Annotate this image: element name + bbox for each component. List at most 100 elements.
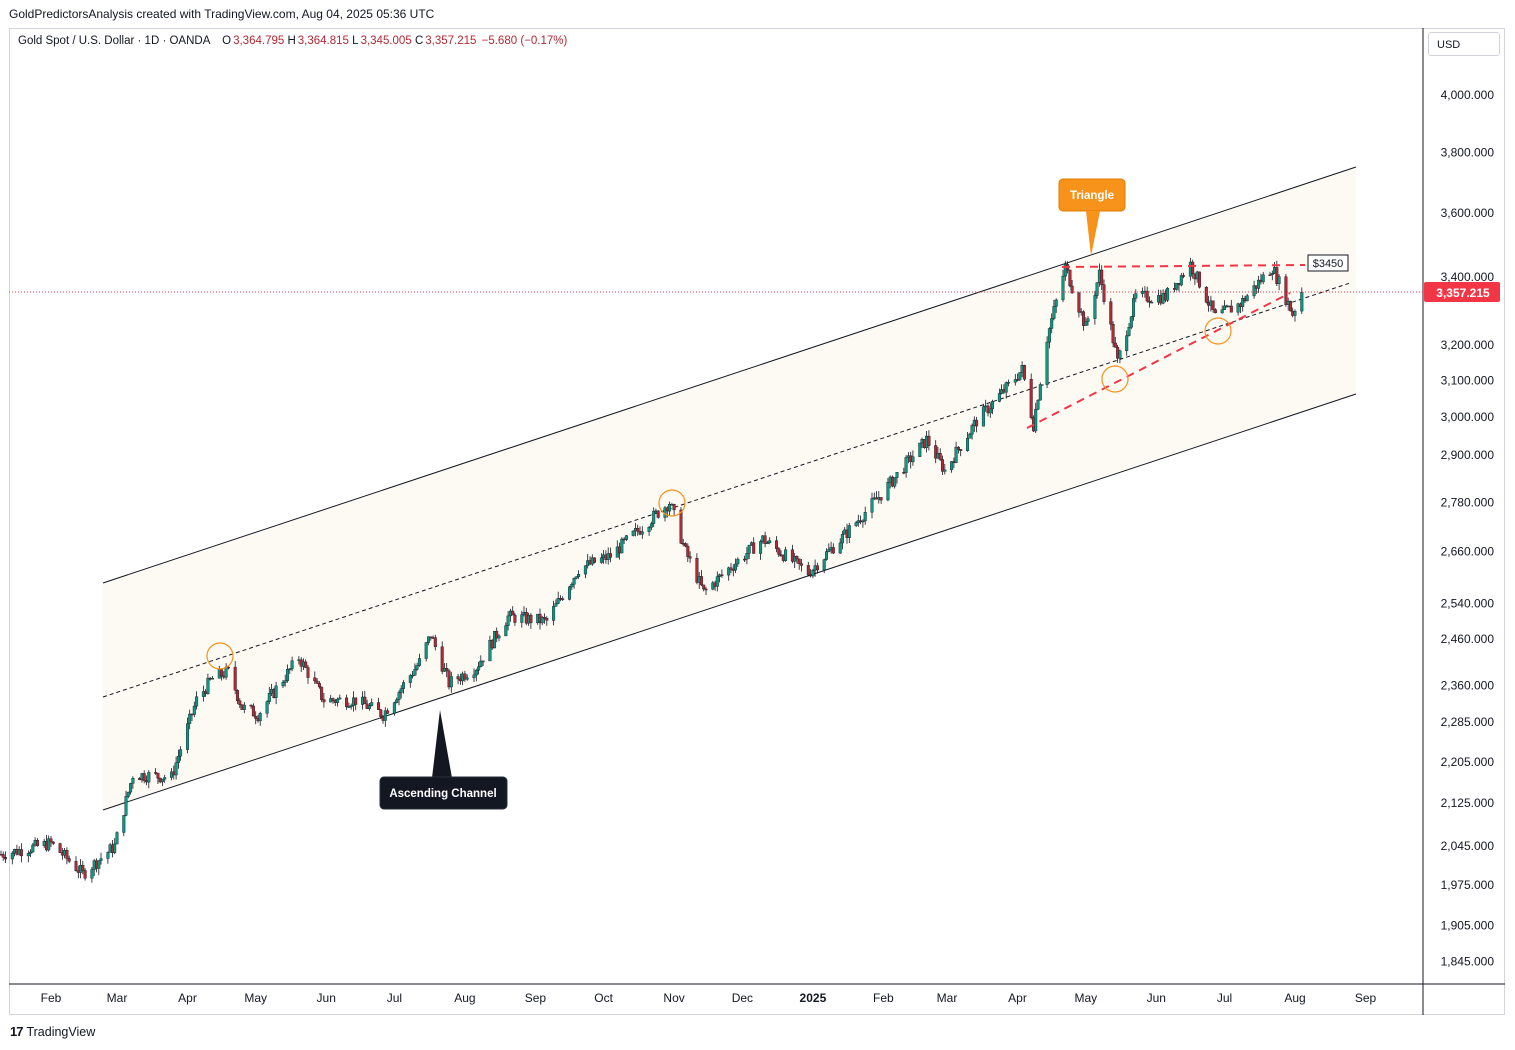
candle (1052, 299, 1056, 321)
candle (97, 860, 101, 876)
price-tick-label: 2,360.000 (1441, 679, 1495, 693)
time-tick-label: Jun (1147, 991, 1166, 1005)
time-tick-label: Jul (387, 991, 402, 1005)
candle (320, 686, 324, 702)
candle (970, 423, 974, 440)
candle (1241, 295, 1245, 312)
candle (727, 566, 731, 581)
candle (383, 707, 387, 727)
price-axis[interactable]: 4,000.000 3,800.000 3,600.000 3,400.000 3,20… (1441, 88, 1495, 968)
candle (427, 636, 431, 646)
candle (463, 670, 467, 682)
candle (1222, 300, 1226, 310)
candle (347, 702, 351, 708)
candle (131, 776, 135, 789)
candle (554, 599, 558, 607)
candle (445, 662, 449, 678)
candle (800, 559, 804, 572)
candle (1029, 373, 1033, 420)
time-tick-label: Nov (663, 991, 684, 1005)
candle (1034, 402, 1038, 433)
candle (185, 717, 189, 754)
channel-lower-line[interactable] (102, 393, 1357, 811)
candle (488, 635, 492, 662)
triangle-callout[interactable]: Triangle (1058, 178, 1126, 256)
time-tick-label: Apr (1008, 991, 1027, 1005)
candle (572, 577, 576, 589)
candle (192, 701, 196, 718)
price-label-3450[interactable]: $3450 (1307, 254, 1349, 272)
candle (147, 770, 151, 789)
candle (465, 674, 469, 681)
candle (1068, 269, 1072, 288)
price-tick-label: 3,100.000 (1441, 373, 1495, 387)
candle (19, 843, 23, 863)
candle (779, 550, 783, 557)
price-tick-label: 2,125.000 (1441, 796, 1495, 810)
candle (429, 636, 433, 641)
candle (649, 521, 653, 531)
candle (1229, 299, 1233, 313)
channel-upper-line[interactable] (102, 166, 1357, 584)
candle (806, 561, 810, 577)
symbol-title[interactable]: Gold Spot / U.S. Dollar · 1D · OANDA (18, 35, 210, 47)
candle (1125, 330, 1129, 356)
candle (417, 653, 421, 667)
candle (577, 570, 581, 579)
candle (1197, 271, 1201, 289)
candle (235, 689, 239, 705)
candle (831, 543, 835, 554)
candle (377, 697, 381, 710)
candle (822, 558, 826, 574)
candle (790, 544, 794, 564)
candle (1047, 327, 1051, 349)
chart-frame (9, 28, 1505, 1015)
candle (122, 815, 126, 837)
candle (1006, 379, 1010, 387)
candle (472, 668, 476, 682)
candle (815, 562, 819, 574)
time-tick-label: Aug (454, 991, 475, 1005)
candle (267, 686, 271, 705)
close-label: C (414, 35, 424, 47)
candle (593, 557, 597, 564)
channel-mid-line[interactable] (102, 282, 1351, 698)
candle (274, 681, 278, 705)
candle (981, 403, 985, 427)
time-tick-label: Oct (594, 991, 613, 1005)
candle (1293, 309, 1297, 322)
price-tick-label: 1,905.000 (1441, 919, 1495, 933)
candle (26, 850, 30, 863)
time-tick-label: Jul (1217, 991, 1232, 1005)
candle (90, 867, 94, 883)
candle (1118, 349, 1122, 364)
candle (695, 553, 699, 585)
candle (497, 634, 501, 642)
candle (950, 461, 954, 473)
triangle-resistance-line[interactable] (1061, 264, 1306, 268)
candle (715, 571, 719, 592)
candle (477, 661, 481, 675)
candle (504, 622, 508, 637)
candle (395, 697, 399, 704)
candle (1284, 273, 1288, 307)
time-axis[interactable]: Feb Mar Apr May Jun Jul Aug Sep Oct Nov Dec 2025 Feb… (41, 991, 1377, 1005)
candle (1277, 274, 1281, 291)
candle (879, 497, 883, 504)
candle (1093, 290, 1097, 325)
candle (765, 540, 769, 544)
time-tick-label: Mar (107, 991, 128, 1005)
candle (201, 685, 205, 702)
candle (195, 691, 199, 710)
time-tick-label: May (244, 991, 267, 1005)
candle (840, 530, 844, 550)
candle (668, 501, 672, 516)
price-tick-label: 2,205.000 (1441, 755, 1495, 769)
candle (752, 537, 756, 554)
candle (747, 544, 751, 559)
ascending-channel-callout[interactable]: Ascending Channel (379, 710, 508, 810)
currency-button[interactable]: USD (1428, 32, 1500, 56)
triangle-support-line[interactable] (1026, 292, 1291, 429)
candle (943, 464, 947, 475)
